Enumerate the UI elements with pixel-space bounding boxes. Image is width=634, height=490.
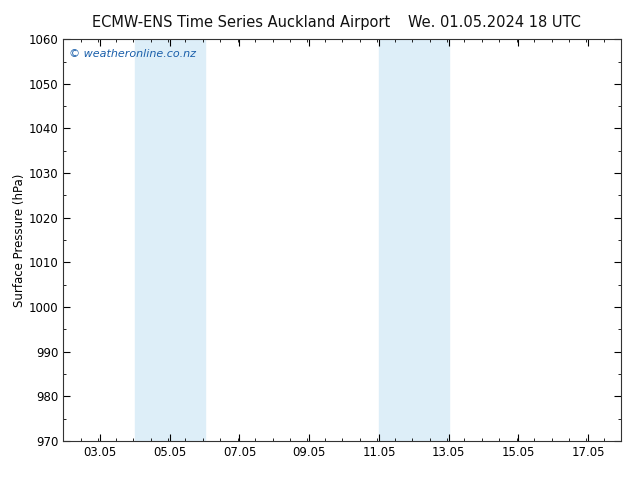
Bar <box>135 39 205 441</box>
Text: We. 01.05.2024 18 UTC: We. 01.05.2024 18 UTC <box>408 15 581 30</box>
Text: ECMW-ENS Time Series Auckland Airport: ECMW-ENS Time Series Auckland Airport <box>92 15 390 30</box>
Bar <box>379 39 449 441</box>
Text: © weatheronline.co.nz: © weatheronline.co.nz <box>69 49 196 59</box>
Y-axis label: Surface Pressure (hPa): Surface Pressure (hPa) <box>13 173 26 307</box>
